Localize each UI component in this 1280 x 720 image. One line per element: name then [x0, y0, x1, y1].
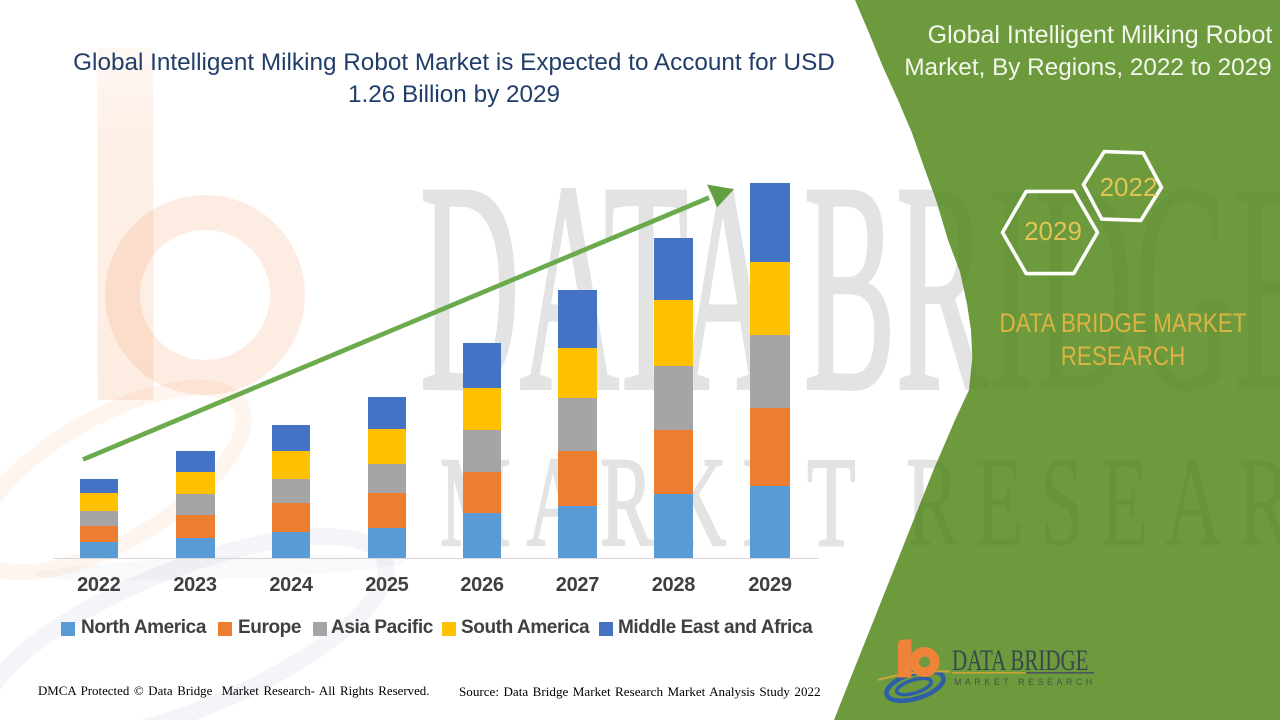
svg-text:MARKET RESEARCH: MARKET RESEARCH [954, 677, 1096, 687]
svg-text:DATA BRIDGE: DATA BRIDGE [952, 643, 1088, 677]
